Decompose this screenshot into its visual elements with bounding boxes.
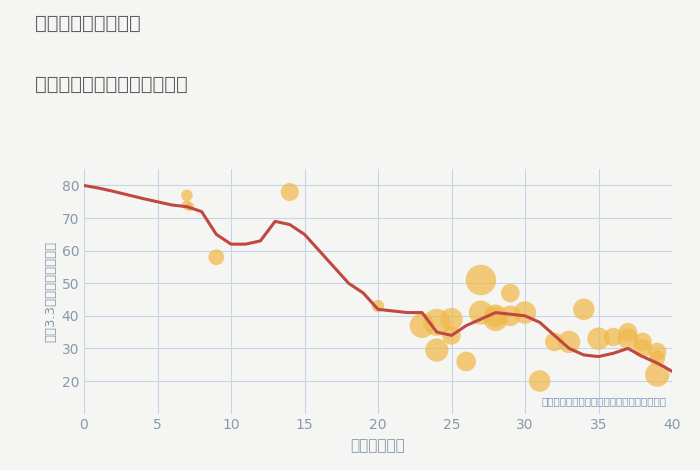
Point [637, 338, 648, 345]
Point [608, 333, 619, 341]
Point [564, 338, 575, 345]
Point [622, 335, 634, 343]
Point [461, 358, 472, 365]
Point [431, 346, 442, 354]
Point [372, 302, 384, 310]
Y-axis label: 坪（3.3㎡）単価（万円）: 坪（3.3㎡）単価（万円） [44, 241, 57, 342]
Point [534, 377, 545, 385]
Point [446, 332, 457, 339]
Text: 円の大きさは、取引のあった物件面積を示す: 円の大きさは、取引のあった物件面積を示す [541, 396, 666, 406]
Point [519, 309, 531, 316]
Point [622, 329, 634, 336]
Point [652, 371, 663, 378]
Text: 築年数別中古マンション価格: 築年数別中古マンション価格 [35, 75, 188, 94]
Text: 岐阜県岐阜市五坪の: 岐阜県岐阜市五坪の [35, 14, 141, 33]
Point [475, 309, 486, 316]
Point [652, 348, 663, 355]
Point [505, 312, 516, 320]
Point [416, 322, 428, 329]
Point [490, 315, 501, 323]
Point [578, 306, 589, 313]
Point [475, 276, 486, 284]
Point [505, 289, 516, 297]
Point [181, 201, 193, 209]
Point [490, 312, 501, 320]
Point [431, 319, 442, 326]
Point [637, 345, 648, 352]
Point [446, 315, 457, 323]
Point [284, 188, 295, 196]
Point [593, 335, 604, 343]
Point [211, 253, 222, 261]
Point [181, 191, 193, 199]
Point [652, 354, 663, 362]
Point [549, 338, 560, 345]
Point [184, 203, 195, 211]
X-axis label: 築年数（年）: 築年数（年） [351, 438, 405, 453]
